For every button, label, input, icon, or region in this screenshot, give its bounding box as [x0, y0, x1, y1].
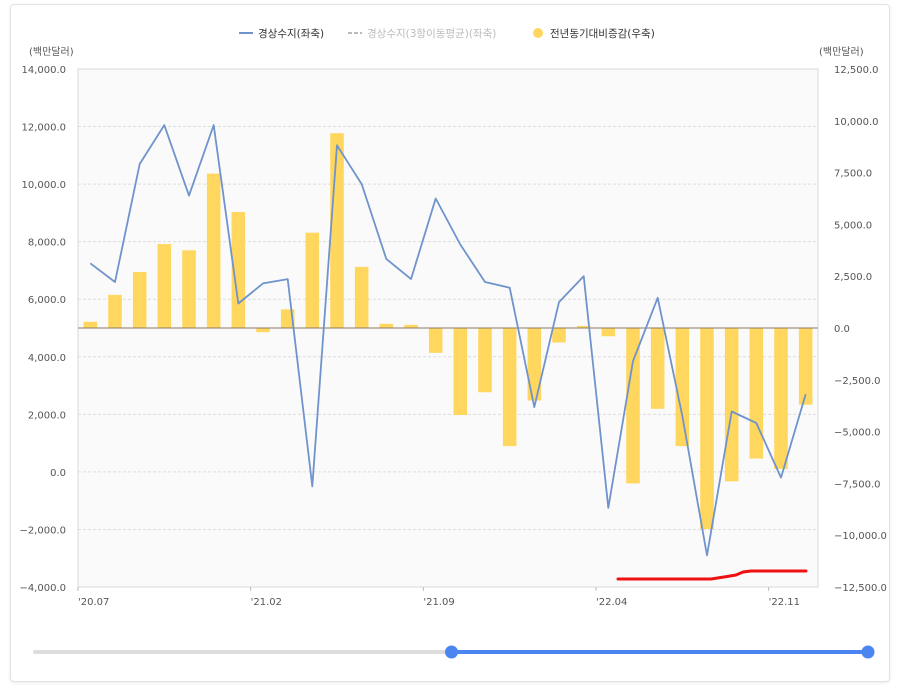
chart-svg: 14,000.0 12,000.0 10,000.0 8,000.0 6,000.0 4,… [19, 27, 887, 659]
bar[interactable] [576, 325, 591, 328]
right-tick-label: −12,500.0 [834, 583, 887, 594]
bar[interactable] [354, 266, 369, 328]
right-tick-label: 5,000.0 [834, 220, 872, 231]
bar[interactable] [83, 321, 98, 328]
bar[interactable] [404, 324, 418, 328]
x-tick-label: '22.04 [596, 597, 627, 608]
legend-dot-icon [533, 28, 543, 38]
bar[interactable] [724, 328, 739, 482]
bar[interactable] [478, 328, 492, 393]
bar[interactable] [650, 328, 665, 409]
bar[interactable] [749, 328, 764, 459]
slider-start-handle[interactable] [445, 645, 458, 659]
bar[interactable] [675, 328, 690, 447]
bar[interactable] [256, 328, 270, 333]
left-tick-label: −2,000.0 [19, 525, 66, 536]
left-tick-label: 0.0 [50, 468, 66, 479]
x-tick-label: '20.07 [78, 597, 109, 608]
right-tick-label: 2,500.0 [834, 272, 872, 283]
left-tick-label: −4,000.0 [19, 583, 66, 594]
bar[interactable] [626, 328, 640, 484]
bar[interactable] [502, 328, 517, 447]
left-tick-label: 10,000.0 [21, 180, 66, 191]
bar[interactable] [774, 328, 788, 469]
x-tick-label: '22.11 [769, 597, 800, 608]
bar[interactable] [305, 232, 320, 328]
chart-card: 14,000.0 12,000.0 10,000.0 8,000.0 6,000.0 4,… [10, 4, 890, 682]
left-tick-label: 8,000.0 [28, 238, 66, 249]
bar[interactable] [428, 328, 443, 353]
bar[interactable] [700, 328, 714, 529]
right-tick-label: 10,000.0 [834, 117, 879, 128]
right-tick-label: 7,500.0 [834, 169, 872, 180]
right-tick-label: −2,500.0 [834, 376, 881, 387]
right-axis-unit: (백만달러) [819, 46, 864, 58]
x-tick-label: '21.09 [423, 597, 454, 608]
bar[interactable] [552, 328, 566, 343]
bar[interactable] [132, 272, 147, 328]
legend-item-label[interactable]: 전년동기대비증감(우축) [550, 28, 655, 40]
right-tick-label: −5,000.0 [834, 428, 881, 439]
bar[interactable] [453, 328, 468, 416]
slider-end-handle[interactable] [861, 645, 875, 659]
right-tick-label: −10,000.0 [834, 531, 887, 542]
bar[interactable] [231, 211, 246, 328]
series-line[interactable] [89, 124, 807, 557]
left-tick-label: 14,000.0 [21, 65, 66, 76]
bar[interactable] [182, 250, 196, 328]
red-annotation-mark [616, 569, 808, 581]
legend-item-label[interactable]: 경상수지(3항이동평균)(좌축) [367, 27, 496, 40]
left-tick-label: 4,000.0 [28, 353, 66, 364]
bar[interactable] [206, 173, 221, 328]
bar[interactable] [798, 328, 813, 405]
bar[interactable] [157, 244, 172, 328]
left-tick-label: 6,000.0 [28, 295, 66, 306]
left-tick-label: 12,000.0 [21, 123, 66, 134]
right-tick-label: 12,500.0 [834, 65, 879, 76]
left-tick-label: 2,000.0 [28, 410, 66, 421]
bar[interactable] [330, 133, 344, 328]
left-axis-unit: (백만달러) [29, 46, 74, 58]
right-tick-label: 0.0 [834, 324, 850, 335]
legend-item-label[interactable]: 경상수지(좌축) [258, 27, 324, 40]
right-tick-label: −7,500.0 [834, 479, 881, 490]
bar[interactable] [108, 294, 122, 328]
bar[interactable] [379, 323, 394, 328]
bar[interactable] [601, 328, 616, 337]
x-tick-label: '21.02 [251, 597, 282, 608]
bar[interactable] [527, 328, 542, 401]
